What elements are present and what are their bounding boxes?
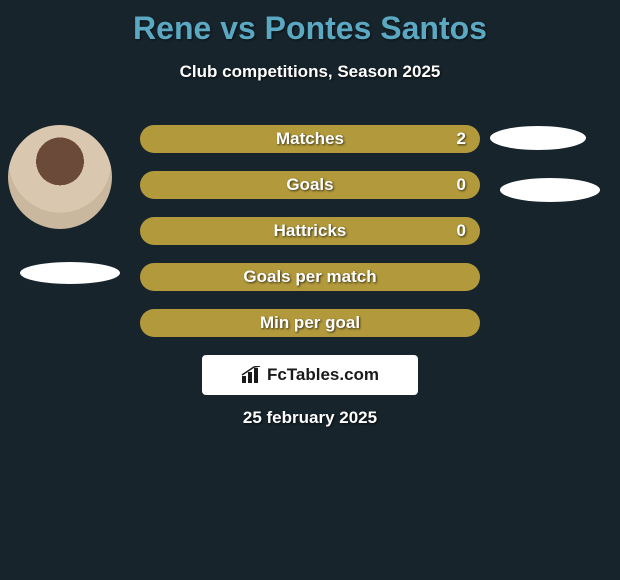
infographic-container: Rene vs Pontes Santos Club competitions,… (0, 0, 620, 580)
player-left-name-ellipse (20, 262, 120, 284)
bars-icon (241, 366, 261, 384)
logo-box: FcTables.com (202, 355, 418, 395)
stat-rows: Matches 2 Goals 0 Hattricks 0 Goals per match M… (140, 125, 480, 355)
stat-value: 0 (457, 175, 466, 195)
stat-row: Goals per match (140, 263, 480, 291)
stat-value: 0 (457, 221, 466, 241)
stat-row: Min per goal (140, 309, 480, 337)
stat-value: 2 (457, 129, 466, 149)
logo-text: FcTables.com (267, 365, 379, 385)
stat-row: Matches 2 (140, 125, 480, 153)
player-right-name-ellipse-2 (500, 178, 600, 202)
stat-label: Goals per match (243, 267, 376, 287)
page-title: Rene vs Pontes Santos (0, 10, 620, 47)
stat-label: Min per goal (260, 313, 360, 333)
stat-label: Goals (286, 175, 333, 195)
stat-row: Hattricks 0 (140, 217, 480, 245)
stat-label: Hattricks (274, 221, 347, 241)
page-subtitle: Club competitions, Season 2025 (0, 62, 620, 82)
player-right-name-ellipse-1 (490, 126, 586, 150)
date-text: 25 february 2025 (0, 408, 620, 428)
stat-row: Goals 0 (140, 171, 480, 199)
stat-label: Matches (276, 129, 344, 149)
player-left-avatar (8, 125, 112, 229)
